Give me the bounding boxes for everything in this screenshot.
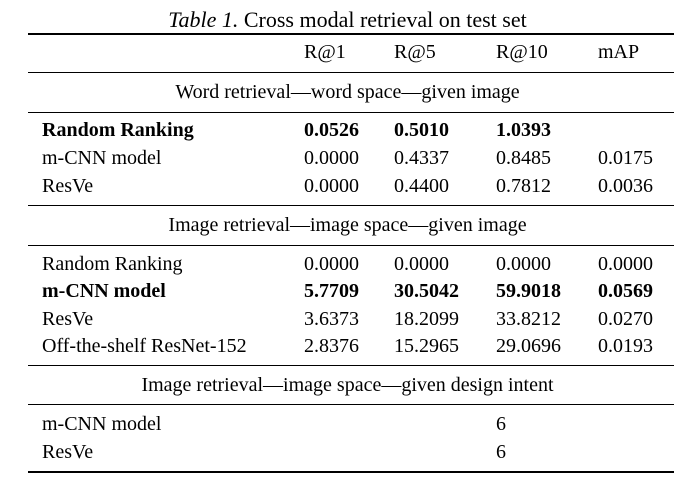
method-name: ResVe — [42, 308, 94, 330]
r10-value: 0.7812 — [496, 175, 551, 197]
caption-text: Cross modal retrieval on test set — [243, 7, 527, 32]
r10-value: 59.9018 — [496, 280, 561, 302]
r10-value: 6 — [496, 413, 506, 435]
method-name: Random Ranking — [42, 253, 183, 275]
r10-value: 33.8212 — [496, 308, 561, 330]
table-row: ResVe 6 — [0, 439, 695, 465]
r1-value: 2.8376 — [304, 335, 359, 357]
map-value: 0.0036 — [598, 175, 653, 197]
r1-value: 3.6373 — [304, 308, 359, 330]
r5-value: 30.5042 — [394, 280, 459, 302]
map-value: 0.0193 — [598, 335, 653, 357]
section-rule — [28, 365, 674, 366]
header-map: mAP — [598, 41, 640, 63]
r1-value: 5.7709 — [304, 280, 359, 302]
bottom-rule — [28, 471, 674, 473]
r5-value: 15.2965 — [394, 335, 459, 357]
method-name: Random Ranking — [42, 119, 194, 141]
section-rule — [28, 112, 674, 113]
header-r5: R@5 — [394, 41, 436, 63]
r1-value: 0.0000 — [304, 147, 359, 169]
table-row: ResVe 3.6373 18.2099 33.8212 0.0270 — [0, 306, 695, 332]
table-row: m-CNN model 0.0000 0.4337 0.8485 0.0175 — [0, 145, 695, 171]
table-row: m-CNN model 6 — [0, 411, 695, 437]
table-row: Random Ranking 0.0526 0.5010 1.0393 — [0, 117, 695, 143]
r10-value: 0.8485 — [496, 147, 551, 169]
r5-value: 18.2099 — [394, 308, 459, 330]
table-row: Off-the-shelf ResNet-152 2.8376 15.2965 … — [0, 333, 695, 359]
r10-value: 6 — [496, 441, 506, 463]
map-value: 0.0270 — [598, 308, 653, 330]
r5-value: 0.4400 — [394, 175, 449, 197]
section-title: Image retrieval—image space—given design… — [141, 374, 554, 396]
table-caption: Table 1. Cross modal retrieval on test s… — [0, 7, 695, 33]
method-name: Off-the-shelf ResNet-152 — [42, 335, 247, 357]
r1-value: 0.0526 — [304, 119, 359, 141]
map-value: 0.0175 — [598, 147, 653, 169]
method-name: ResVe — [42, 441, 94, 463]
r5-value: 0.0000 — [394, 253, 449, 275]
section-rule — [28, 404, 674, 405]
caption-label: Table 1. — [168, 7, 239, 32]
top-rule — [28, 33, 674, 35]
r10-value: 29.0696 — [496, 335, 561, 357]
table-row: m-CNN model 5.7709 30.5042 59.9018 0.056… — [0, 278, 695, 304]
table-row: ResVe 0.0000 0.4400 0.7812 0.0036 — [0, 173, 695, 199]
method-name: m-CNN model — [42, 147, 162, 169]
map-value: 0.0569 — [598, 280, 653, 302]
section-rule — [28, 245, 674, 246]
r10-value: 0.0000 — [496, 253, 551, 275]
r1-value: 0.0000 — [304, 175, 359, 197]
method-name: m-CNN model — [42, 280, 166, 302]
header-r10: R@10 — [496, 41, 548, 63]
r1-value: 0.0000 — [304, 253, 359, 275]
method-name: m-CNN model — [42, 413, 162, 435]
r5-value: 0.4337 — [394, 147, 449, 169]
header-rule — [28, 72, 674, 73]
r10-value: 1.0393 — [496, 119, 551, 141]
section-rule — [28, 205, 674, 206]
header-r1: R@1 — [304, 41, 346, 63]
section-title: Image retrieval—image space—given image — [168, 214, 527, 236]
r5-value: 0.5010 — [394, 119, 449, 141]
method-name: ResVe — [42, 175, 94, 197]
table-row: Random Ranking 0.0000 0.0000 0.0000 0.00… — [0, 251, 695, 277]
map-value: 0.0000 — [598, 253, 653, 275]
section-title: Word retrieval—word space—given image — [175, 81, 520, 103]
header-row: R@1 R@5 R@10 mAP — [0, 39, 695, 65]
